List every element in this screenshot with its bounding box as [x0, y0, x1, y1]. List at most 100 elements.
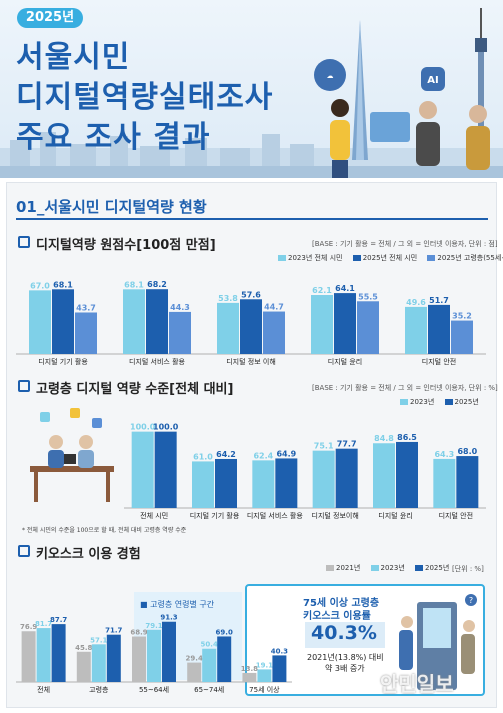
category-label: 디지털 안전 — [439, 511, 473, 520]
legend-item: 2023년 — [370, 564, 405, 572]
title-line-2: 디지털역량실태조사 — [16, 80, 274, 115]
data-label: 68.9 — [130, 629, 147, 637]
bar — [36, 628, 51, 682]
data-label: 51.7 — [429, 296, 449, 305]
data-label: 61.0 — [193, 452, 213, 461]
chart3-legend: 2021년 2023년 2025년 — [318, 563, 449, 573]
chart2-legend: 2023년 2025년 — [392, 397, 479, 407]
data-label: 87.7 — [50, 616, 67, 624]
data-label: 68.1 — [124, 280, 144, 289]
bar — [456, 456, 479, 508]
bar — [132, 636, 146, 682]
bar — [334, 293, 356, 354]
chart2-base-note: [BASE : 기기 활용 = 전체 / 그 외 = 인터넷 이용자, 단위 :… — [312, 384, 498, 392]
bar — [275, 458, 298, 508]
bar — [52, 289, 74, 354]
bar — [240, 299, 262, 354]
category-label: 디지털 기기 활용 — [190, 511, 240, 520]
data-label: 100.0 — [153, 423, 179, 432]
data-label: 64.2 — [216, 450, 236, 459]
bar — [217, 636, 232, 682]
data-label: 71.7 — [105, 627, 122, 635]
data-label: 69.0 — [216, 628, 233, 636]
bar — [147, 629, 161, 682]
bar — [272, 655, 287, 682]
bar — [335, 448, 358, 508]
data-label: 100.0 — [130, 423, 156, 432]
callout-percent: 40.3% — [311, 622, 377, 644]
legend-item: 2025년 — [415, 564, 449, 572]
svg-text:?: ? — [469, 596, 473, 605]
namsan-tower-illustration — [475, 8, 487, 158]
category-label: 디지털 윤리 — [378, 511, 412, 520]
data-label: 64.1 — [335, 284, 355, 293]
data-label: 19.1 — [256, 661, 273, 669]
bar — [215, 458, 237, 508]
data-label: 45.8 — [75, 644, 92, 652]
legend-item: 2023년 — [400, 398, 434, 406]
bar — [428, 304, 450, 354]
chart1-base-note: [BASE : 기기 활용 = 전체 / 그 외 = 인터넷 이용자, 단위 :… — [312, 240, 498, 248]
bar — [154, 431, 177, 508]
people-illustration — [330, 99, 490, 178]
chart1-title: 디지털역량 원점수[100점 만점] — [36, 238, 216, 253]
data-label: 84.8 — [374, 434, 394, 443]
bar — [123, 289, 145, 354]
legend-label: 2023년 — [410, 398, 435, 406]
data-label: 68.2 — [147, 280, 167, 289]
data-label: 44.3 — [170, 303, 190, 312]
data-label: 53.8 — [218, 294, 238, 303]
age-group-label: ■ 고령층 연령별 구간 — [140, 600, 215, 609]
seniors-computer-illustration — [30, 408, 114, 502]
category-label: 75세 이상 — [249, 685, 280, 694]
legend-label: 2025년 — [425, 564, 450, 572]
bar — [51, 624, 66, 682]
data-label: 81.7 — [35, 620, 52, 628]
data-label: 64.9 — [276, 449, 296, 458]
bar — [91, 644, 106, 682]
data-label: 91.3 — [160, 614, 177, 622]
chart3-svg: 76.981.787.7 전체 45.857.171.7 고령층 68.979.191.… — [16, 614, 292, 694]
bar — [252, 460, 275, 508]
data-label: 49.6 — [406, 298, 426, 307]
data-label: 64.3 — [434, 450, 454, 459]
bar — [162, 621, 176, 682]
chart-heading-icon — [18, 545, 30, 557]
legend-label: 2025년 — [454, 398, 479, 406]
cloud-icon: ☁ — [314, 59, 346, 91]
watermark-logo: 안민일보 — [380, 672, 454, 696]
category-label: 고령층 — [89, 685, 109, 694]
legend-label: 2023년 — [380, 564, 405, 572]
legend-label: 2023년 전체 시민 — [288, 254, 343, 262]
chart3-title: 키오스크 이용 경험 — [36, 547, 141, 562]
bar — [433, 458, 456, 508]
category-label: 디지털 정보 이해 — [226, 357, 276, 366]
bar — [29, 290, 51, 354]
bar — [396, 441, 418, 508]
data-label: 67.0 — [30, 281, 50, 290]
legend-label: 2025년 고령층(55세+) — [437, 254, 503, 262]
data-label: 75.1 — [314, 442, 334, 451]
legend-item: 2025년 — [444, 398, 479, 406]
category-label: 디지털 기기 활용 — [38, 357, 88, 366]
header-banner: ☁ AI 2025년 서울시민 디지털역량실태조사 주요 조사 결과 — [0, 0, 503, 178]
category-label: 전체 시민 — [140, 511, 168, 520]
data-label: 68.0 — [457, 447, 477, 456]
chart-heading-icon — [18, 236, 30, 248]
chart2-footnote: * 전체 시민의 수준을 100으로 할 때, 전체 대비 고령층 역량 수준 — [22, 527, 187, 534]
tower-illustration — [352, 20, 368, 160]
data-label: 57.6 — [241, 290, 261, 299]
svg-text:AI: AI — [427, 75, 438, 86]
data-label: 76.9 — [20, 623, 37, 631]
bar — [187, 662, 202, 682]
bar — [75, 312, 97, 354]
legend-item: 2021년 — [326, 564, 360, 572]
svg-text:☁: ☁ — [327, 72, 334, 80]
bar — [169, 311, 191, 354]
ai-icon: AI — [421, 67, 445, 91]
legend-item: 2025년 고령층(55세+) — [427, 254, 503, 262]
chart1-legend: 2023년 전체 시민 2025년 전체 시민 2025년 고령층(55세+) — [270, 253, 503, 263]
legend-label: 2021년 — [336, 564, 361, 572]
